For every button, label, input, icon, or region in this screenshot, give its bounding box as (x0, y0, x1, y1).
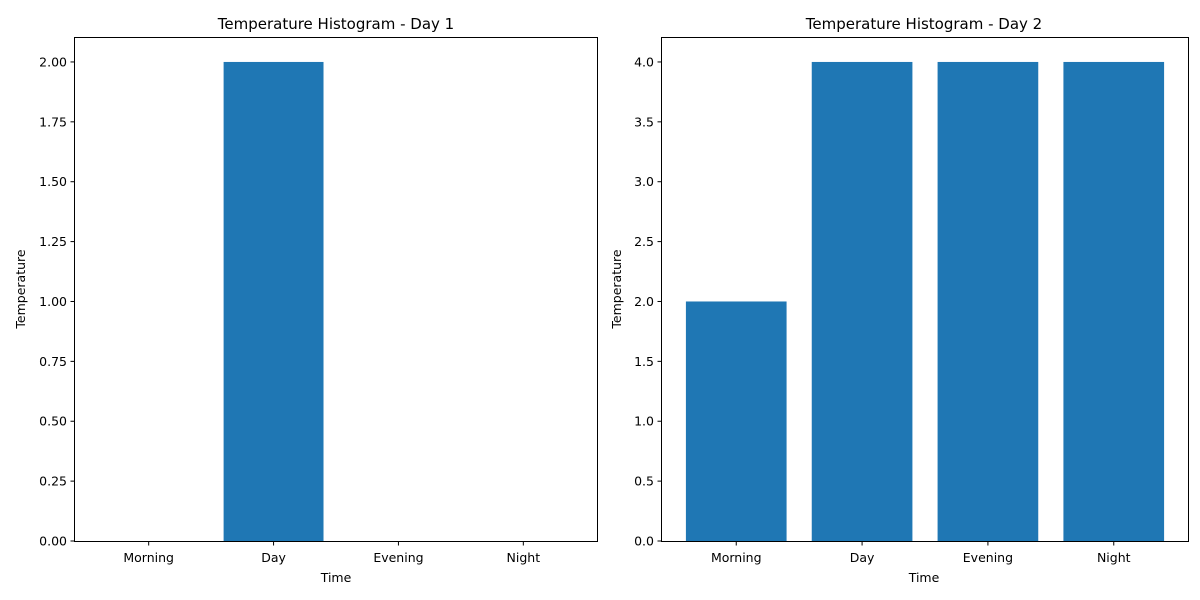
chart-day-1: Temperature Histogram - Day 1 0.000.250.… (13, 15, 598, 585)
axes-frame-day-2 (661, 37, 1189, 542)
y-tick-label: 2.5 (634, 234, 654, 249)
x-axis-label: Time (320, 570, 352, 585)
y-tick-label: 3.5 (634, 114, 654, 129)
x-tick-label: Morning (123, 550, 174, 565)
axes-frame-day-1 (74, 37, 598, 542)
bar-night (1063, 61, 1165, 541)
y-tick-label: 0.00 (39, 534, 67, 549)
x-tick-label: Morning (711, 550, 762, 565)
y-ticks-day-1: 0.00 0.25 0.50 0.75 1.00 1.25 1.50 1.75 2.00 (39, 54, 75, 549)
x-tick-label: Evening (963, 550, 1013, 565)
bar-morning (685, 301, 787, 541)
y-tick-label: 0.5 (634, 474, 654, 489)
x-ticks-day-1: Morning Day Evening Night (123, 541, 541, 565)
x-tick-label: Evening (373, 550, 423, 565)
y-tick-label: 4.0 (634, 54, 654, 69)
y-tick-label: 3.0 (634, 174, 654, 189)
bars-day-2 (685, 61, 1165, 541)
y-tick-label: 1.75 (39, 114, 67, 129)
y-tick-label: 1.50 (39, 174, 67, 189)
chart-title: Temperature Histogram - Day 1 (217, 15, 454, 33)
y-tick-label: 1.5 (634, 354, 654, 369)
x-tick-label: Night (1097, 550, 1131, 565)
x-tick-label: Day (261, 550, 286, 565)
y-tick-label: 1.25 (39, 234, 67, 249)
y-tick-label: 0.0 (634, 534, 654, 549)
chart-day-2: Temperature Histogram - Day 2 0.0 0.5 1.0 1… (609, 15, 1189, 585)
x-tick-label: Night (507, 550, 541, 565)
y-axis-label: Temperature (13, 249, 28, 329)
y-tick-label: 2.00 (39, 54, 67, 69)
y-tick-label: 0.50 (39, 414, 67, 429)
bars-day-1 (223, 61, 324, 541)
x-tick-label: Day (850, 550, 875, 565)
chart-title: Temperature Histogram - Day 2 (805, 15, 1042, 33)
x-axis-label: Time (908, 570, 940, 585)
bar-day (811, 61, 913, 541)
bar-day (223, 61, 324, 541)
y-tick-label: 2.0 (634, 294, 654, 309)
y-tick-label: 0.25 (39, 474, 67, 489)
y-tick-label: 1.0 (634, 414, 654, 429)
bar-evening (937, 61, 1039, 541)
x-ticks-day-2: Morning Day Evening Night (711, 541, 1131, 565)
y-tick-label: 0.75 (39, 354, 67, 369)
y-ticks-day-2: 0.0 0.5 1.0 1.5 2.0 2.5 3.0 3.5 4.0 (634, 54, 662, 549)
y-tick-label: 1.00 (39, 294, 67, 309)
y-axis-label: Temperature (609, 249, 624, 329)
